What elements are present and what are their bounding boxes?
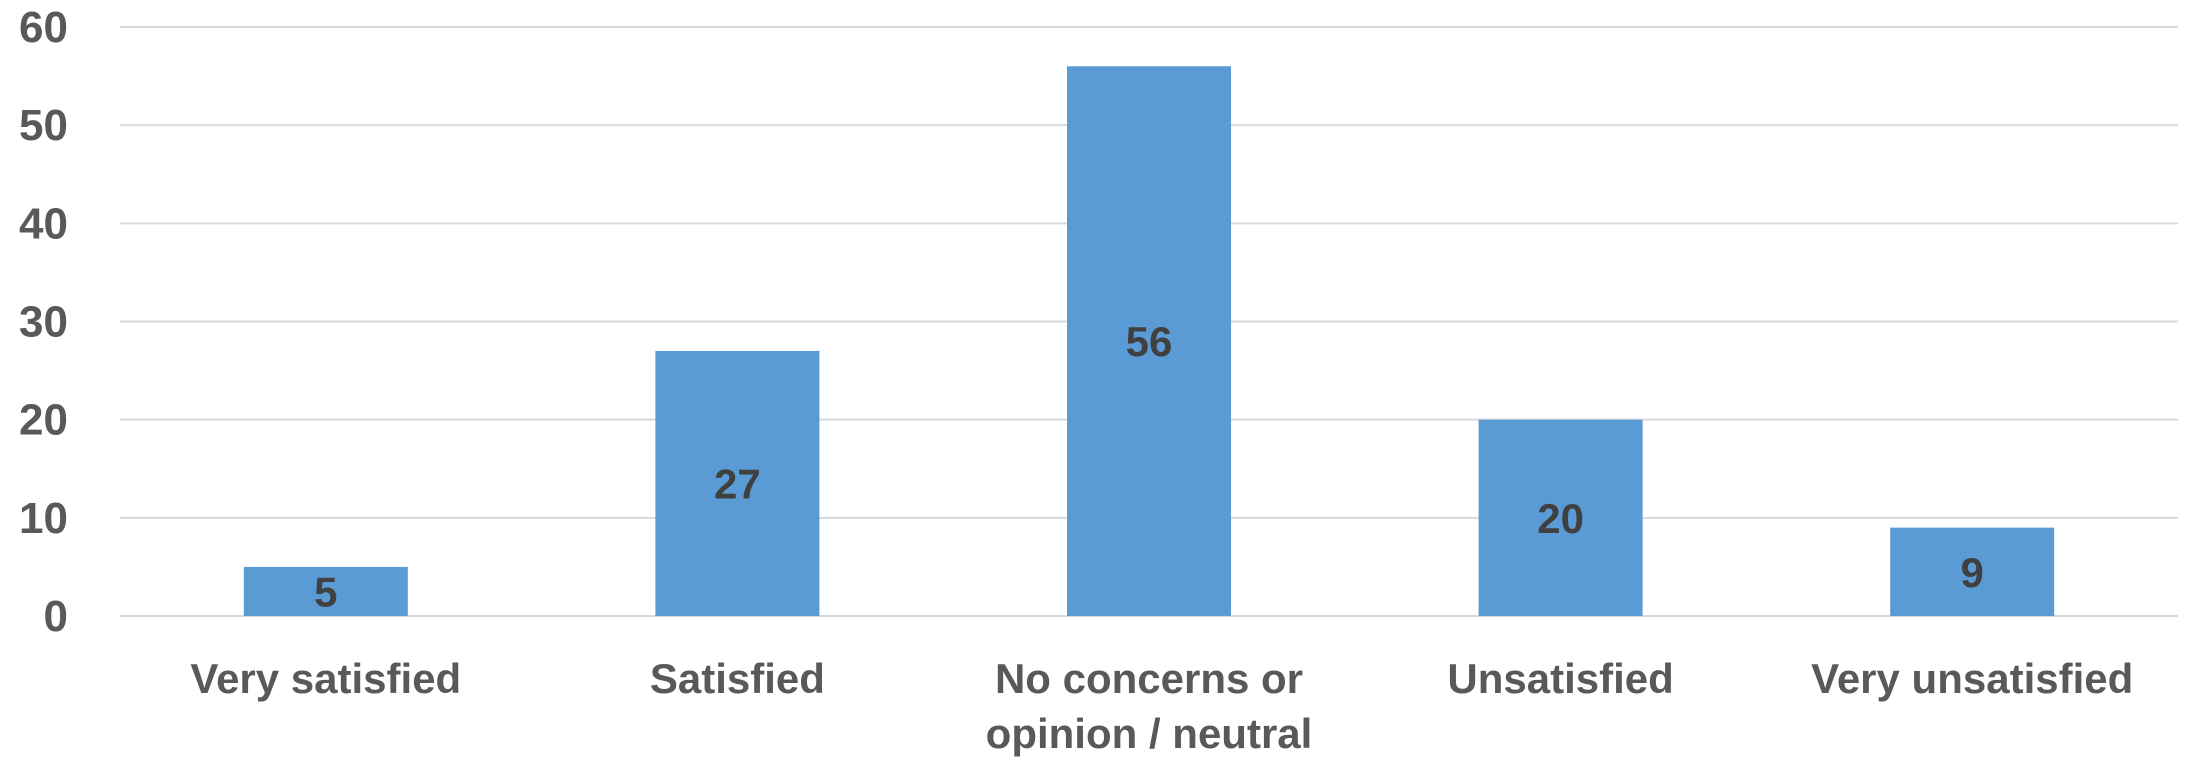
data-label: 27: [714, 460, 761, 507]
data-label: 56: [1126, 318, 1173, 365]
category-label-line: Satisfied: [650, 655, 825, 702]
y-tick-label: 60: [19, 3, 68, 52]
bar: [243, 566, 408, 616]
data-label: 5: [314, 568, 337, 615]
bars: [243, 66, 2055, 617]
bar: [1890, 527, 2055, 616]
category-label-line: opinion / neutral: [986, 710, 1313, 757]
data-label: 20: [1537, 495, 1584, 542]
data-labels: 5 27 56 20 9: [314, 318, 1984, 615]
category-label-line: No concerns or: [995, 655, 1303, 702]
x-axis-category-labels: Very satisfied Satisfied No concerns or opi…: [190, 655, 2133, 757]
y-tick-label: 0: [44, 592, 68, 641]
y-tick-label: 30: [19, 298, 68, 347]
bar: [655, 350, 820, 616]
category-label: Very unsatisfied: [1811, 655, 2133, 702]
category-label-line: Very satisfied: [190, 655, 461, 702]
y-tick-label: 10: [19, 494, 68, 543]
category-label: No concerns or opinion / neutral: [986, 655, 1313, 757]
y-tick-label: 50: [19, 101, 68, 150]
bar: [1478, 419, 1643, 616]
category-label-line: Unsatisfied: [1447, 655, 1673, 702]
bar: [1067, 66, 1231, 617]
data-label: 9: [1961, 549, 1984, 596]
y-tick-label: 40: [19, 199, 68, 248]
y-axis-tick-labels: 0 10 20 30 40 50 60: [19, 3, 68, 641]
category-label: Very satisfied: [190, 655, 461, 702]
y-tick-label: 20: [19, 396, 68, 445]
category-label-line: Very unsatisfied: [1811, 655, 2133, 702]
category-label: Unsatisfied: [1447, 655, 1673, 702]
category-label: Satisfied: [650, 655, 825, 702]
